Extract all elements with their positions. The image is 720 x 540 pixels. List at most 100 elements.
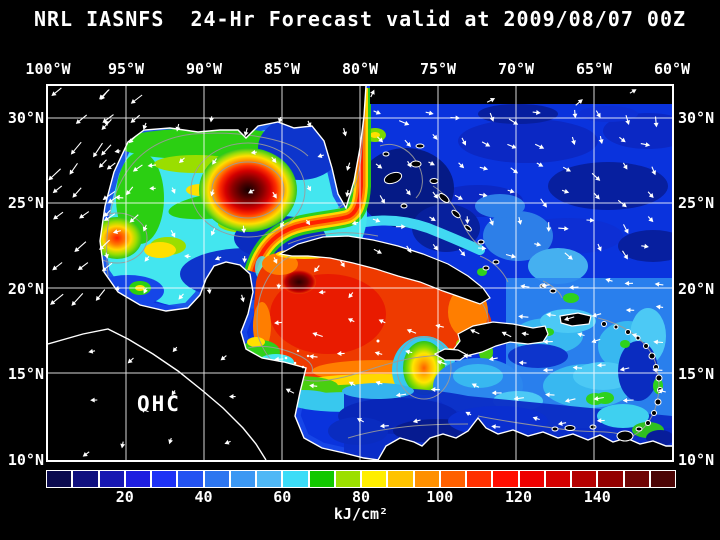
vector-arrow-icon: [458, 248, 466, 257]
colorbar-cell: [360, 471, 387, 487]
vector-arrow-icon: [518, 360, 527, 366]
vector-arrow-icon: [429, 216, 436, 222]
vector-arrow-icon: [98, 159, 107, 168]
vector-arrow-icon: [657, 388, 666, 394]
colorbar-cell: [543, 471, 570, 487]
vector-arrow-icon: [82, 451, 90, 457]
lon-axis-label: 85°W: [263, 60, 301, 78]
vector-arrow-icon: [605, 277, 613, 283]
vector-arrow-icon: [507, 143, 517, 149]
vector-arrow-icon: [306, 120, 312, 128]
colorbar-cell: [517, 471, 544, 487]
vector-arrow-icon: [209, 116, 214, 123]
colorbar: [46, 470, 676, 488]
vector-arrow-icon: [99, 239, 110, 250]
vector-arrow-icon: [74, 241, 87, 252]
vector-arrow-icon: [93, 142, 103, 158]
vector-arrow-icon: [572, 365, 583, 371]
land-north-america: [48, 86, 378, 460]
vector-arrow-icon: [276, 283, 282, 290]
vector-arrow-icon: [95, 289, 106, 301]
vector-arrow-icon: [240, 294, 245, 303]
colorbar-tick-label: 100: [426, 488, 454, 506]
colorbar-tick-label: 120: [504, 488, 533, 506]
vector-arrow-icon: [114, 148, 121, 154]
vector-arrow-icon: [373, 110, 381, 115]
colorbar-cell: [176, 471, 203, 487]
vector-arrow-icon: [575, 99, 583, 106]
lat-axis-label-left: 15°N: [7, 365, 44, 383]
vector-arrow-icon: [404, 139, 411, 147]
vector-arrow-icon: [250, 149, 257, 155]
vector-arrow-icon: [652, 367, 663, 373]
lat-axis-label-left: 20°N: [7, 280, 44, 298]
colorbar-cell: [150, 471, 177, 487]
vector-arrow-icon: [542, 367, 553, 373]
vector-arrow-icon: [212, 158, 217, 165]
vector-arrow-icon: [345, 189, 351, 198]
vector-arrow-icon: [481, 141, 491, 147]
vector-arrow-icon: [488, 356, 498, 362]
vector-arrow-icon: [132, 164, 143, 172]
vector-arrow-icon: [128, 135, 137, 144]
ohc-field-map: [48, 86, 672, 460]
vector-arrow-icon: [101, 144, 112, 156]
vector-arrow-icon: [532, 416, 540, 422]
coastline-pacific: [48, 328, 267, 460]
vector-arrow-icon: [104, 252, 109, 259]
vector-arrow-icon: [340, 260, 345, 268]
vector-arrow-icon: [372, 217, 381, 223]
islands-bahamas: [382, 143, 557, 294]
colorbar-cell: [71, 471, 98, 487]
vector-arrow-icon: [432, 191, 439, 199]
vector-arrow-icon: [126, 186, 134, 196]
vector-arrow-icon: [461, 137, 467, 146]
vector-arrow-icon: [395, 224, 406, 230]
colorbar-tick-label: 140: [583, 488, 611, 506]
vector-arrow-icon: [562, 166, 572, 172]
vector-arrow-icon: [641, 243, 649, 249]
vector-arrow-icon: [285, 388, 295, 394]
vector-arrow-icon: [103, 213, 116, 222]
vector-arrow-icon: [88, 348, 96, 354]
vector-arrow-icon: [274, 320, 282, 326]
vector-arrow-icon: [101, 262, 113, 272]
vector-arrow-icon: [52, 185, 63, 194]
vector-arrow-icon: [478, 245, 487, 251]
vector-arrow-icon: [248, 189, 255, 194]
vector-arrow-icon: [598, 135, 604, 145]
vector-arrow-icon: [619, 136, 626, 143]
vector-arrow-icon: [622, 250, 628, 260]
colorbar-cell: [202, 471, 229, 487]
vector-arrow-icon: [432, 133, 438, 140]
vector-arrow-icon: [651, 166, 656, 176]
vector-arrow-icon: [463, 353, 472, 359]
lat-axis-label-right: 15°N: [678, 365, 715, 383]
lon-axis-label: 95°W: [107, 60, 145, 78]
vector-arrow-icon: [374, 351, 383, 356]
lon-axis-label: 80°W: [341, 60, 379, 78]
vector-arrow-icon: [631, 333, 640, 338]
vector-arrow-icon: [112, 229, 121, 234]
vector-arrow-icon: [591, 172, 601, 181]
vector-arrow-icon: [346, 162, 351, 171]
vector-arrow-icon: [428, 161, 435, 166]
vector-arrow-icon: [243, 127, 249, 137]
vector-arrow-icon: [107, 194, 121, 203]
vector-arrow-icon: [224, 439, 231, 445]
colorbar-cell: [333, 471, 360, 487]
vector-arrow-icon: [228, 394, 236, 400]
vector-arrow-icon: [653, 339, 664, 345]
vector-arrow-icon: [312, 332, 323, 338]
vector-arrow-icon: [625, 115, 630, 126]
vector-arrow-icon: [572, 109, 578, 119]
vector-arrow-icon: [309, 383, 318, 389]
vector-arrow-icon: [517, 216, 523, 225]
lat-axis-label-left: 10°N: [7, 451, 44, 469]
vector-arrow-icon: [505, 253, 517, 259]
vector-arrow-icon: [348, 381, 356, 387]
vector-arrow-icon: [305, 219, 311, 226]
lat-axis-label-left: 25°N: [7, 194, 44, 212]
colorbar-cell: [570, 471, 597, 487]
